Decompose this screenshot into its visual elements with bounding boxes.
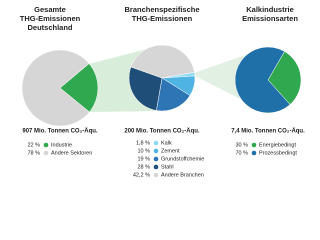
legend-swatch (251, 142, 257, 148)
pie-slice (234, 46, 291, 114)
legend-value: 22 % (27, 142, 40, 148)
legend-label: Kalk (161, 140, 172, 146)
legend-value: 30 % (235, 142, 248, 148)
pie-slice (156, 77, 191, 112)
legend-swatch (43, 150, 49, 156)
legend-swatch (153, 148, 159, 154)
pie-slice (59, 63, 99, 113)
legend-value: 19 % (137, 156, 150, 162)
chart-title: THG-Emissionen (132, 14, 193, 23)
chart-title: Deutschland (27, 23, 72, 32)
chart-total: 7,4 Mio. Tonnen CO₂-Äqu. (231, 128, 305, 135)
legend-swatch (153, 140, 159, 146)
chart-title: Kalkindustrie (246, 5, 294, 14)
legend-label: Stahl (161, 164, 174, 170)
legend-label: Prozessbedingt (259, 150, 297, 156)
legend-value: 1,8 % (136, 140, 150, 146)
chart-title: Emissionsarten (242, 14, 298, 23)
legend-label: Industrie (51, 142, 72, 148)
legend-swatch (251, 150, 257, 156)
chart-title: THG-Emissionen (20, 14, 81, 23)
legend-swatch (153, 172, 159, 178)
pie-slice (267, 51, 302, 105)
chart-total: 200 Mio. Tonnen CO₂-Äqu. (124, 128, 200, 135)
legend-value: 78 % (27, 150, 40, 156)
legend-label: Grundstoffchemie (161, 156, 204, 162)
chart-title: Branchenspezifische (124, 5, 199, 14)
legend-swatch (153, 164, 159, 170)
legend-value: 70 % (235, 150, 248, 156)
pie-slice (128, 66, 163, 111)
legend-value: 42,2 % (133, 172, 150, 178)
legend-value: 10 % (137, 148, 150, 154)
legend-label: Andere Branchen (161, 172, 204, 178)
pie-slice (130, 44, 195, 79)
legend-label: Energiebedingt (259, 142, 296, 148)
legend-swatch (43, 142, 49, 148)
chart-total: 907 Mio. Tonnen CO₂-Äqu. (22, 128, 98, 135)
legend-swatch (153, 156, 159, 162)
chart-title: Gesamte (34, 5, 66, 14)
legend-label: Zement (161, 148, 180, 154)
pie-slice (21, 49, 90, 127)
legend-label: Andere Sektoren (51, 150, 92, 156)
legend-value: 28 % (137, 164, 150, 170)
